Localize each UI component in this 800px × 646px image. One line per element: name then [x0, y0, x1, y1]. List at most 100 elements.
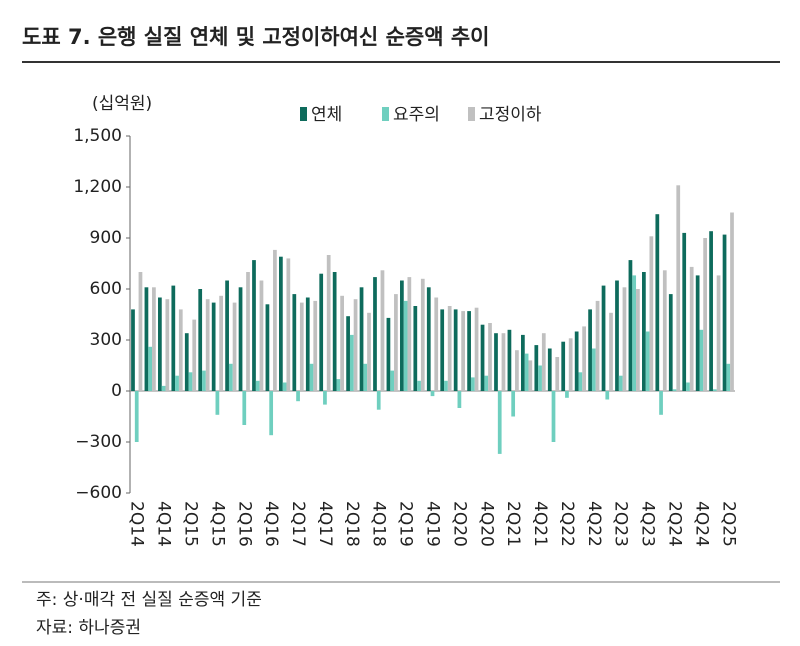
y-tick-label: 1,500 [73, 126, 122, 146]
bar [246, 272, 250, 391]
bar [615, 280, 619, 391]
bar [380, 270, 385, 391]
bar [349, 334, 354, 391]
bar [447, 306, 452, 391]
bar [205, 299, 210, 391]
bar [171, 285, 176, 391]
bar [165, 299, 170, 391]
bar [686, 382, 690, 391]
bar [689, 266, 694, 391]
bar [359, 287, 364, 391]
bar [470, 377, 475, 391]
x-tick-label: 2Q16 [234, 501, 254, 547]
bar [521, 334, 525, 391]
unit-label: (십억원) [92, 94, 152, 114]
bar [582, 326, 586, 391]
bar [730, 212, 734, 391]
bar [192, 319, 197, 391]
bar [219, 295, 223, 391]
bar [507, 329, 512, 391]
bar [417, 380, 421, 391]
y-tick-label: 900 [90, 228, 122, 248]
bar [709, 231, 713, 391]
bar [628, 260, 633, 391]
bar [138, 272, 143, 391]
bar [305, 297, 310, 391]
bar [668, 294, 673, 391]
bar [440, 309, 445, 391]
bar [484, 375, 489, 391]
x-tick-label: 2Q22 [557, 501, 577, 547]
x-tick-label: 2Q19 [396, 501, 416, 547]
bar [228, 363, 233, 391]
bar [144, 287, 149, 391]
bar [211, 302, 216, 391]
x-tick-label: 4Q17 [315, 501, 335, 547]
bar [282, 382, 287, 391]
bar [547, 348, 552, 391]
bar [326, 255, 331, 391]
y-tick-label: 300 [90, 330, 122, 350]
bar [255, 380, 260, 391]
bar [524, 353, 529, 391]
bar [528, 360, 533, 391]
bar [555, 357, 560, 391]
bar [716, 275, 721, 391]
bar [373, 277, 377, 391]
bar [332, 272, 337, 391]
x-tick-label: 4Q16 [261, 501, 281, 547]
bar [232, 302, 237, 391]
bar [622, 287, 627, 391]
chart-title: 도표 7. 은행 실질 연체 및 고정이하여신 순증액 추이 [22, 25, 489, 49]
x-tick-label: 4Q18 [369, 501, 389, 547]
bar [474, 307, 479, 391]
legend-label: 요주의 [393, 105, 440, 125]
bar [497, 391, 502, 454]
bar [480, 324, 485, 391]
bar [538, 365, 542, 391]
bar [591, 348, 596, 391]
legend-swatch [300, 107, 307, 121]
bar [726, 363, 731, 391]
source: 자료: 하나증권 [36, 618, 141, 638]
bar [642, 272, 646, 391]
y-tick-label: 0 [111, 381, 122, 401]
x-tick-label: 4Q22 [584, 501, 604, 547]
bar [430, 391, 435, 397]
bar [413, 306, 418, 391]
bar [453, 309, 458, 391]
bar [319, 273, 324, 391]
bar [252, 260, 256, 391]
bar [161, 385, 166, 391]
bar [259, 280, 264, 391]
bar [588, 309, 592, 391]
bar [131, 309, 135, 391]
bar [215, 391, 220, 415]
x-tick-label: 4Q15 [207, 501, 227, 547]
x-tick-label: 4Q20 [476, 501, 496, 547]
bar [565, 391, 569, 398]
bar [632, 275, 637, 391]
bar [148, 346, 153, 391]
bar [695, 275, 700, 391]
bar [601, 285, 606, 391]
bar [649, 236, 654, 391]
bar [541, 333, 546, 391]
bar [336, 379, 341, 391]
bar [568, 338, 573, 391]
bar [595, 300, 600, 391]
bar [313, 300, 318, 391]
bar [676, 185, 681, 391]
bar [407, 277, 412, 391]
note: 주: 상·매각 전 실질 순증액 기준 [36, 590, 262, 610]
bar [420, 278, 425, 391]
bar [390, 370, 395, 391]
bar [376, 391, 381, 410]
bar [461, 311, 465, 391]
y-tick-label: −600 [75, 483, 122, 503]
bar [184, 333, 189, 391]
legend-swatch [468, 107, 475, 121]
x-tick-label: 2Q24 [665, 501, 685, 547]
bar [655, 214, 660, 391]
